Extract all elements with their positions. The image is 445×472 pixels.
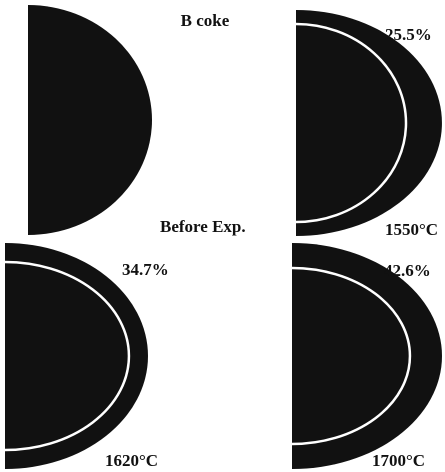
figure: B coke Before Exp. 25.5% 1550°C 34.7% 16… [0,0,445,472]
panel-label: Before Exp. [160,217,246,236]
temperature: 1700°C [372,451,425,470]
temperature: 1620°C [105,451,158,470]
figure-title: B coke [181,11,230,30]
coke-sample [28,5,152,235]
weight-loss: 25.5% [385,25,432,44]
temperature: 1550°C [385,220,438,239]
weight-loss: 34.7% [122,260,169,279]
weight-loss: 42.6% [384,261,431,280]
